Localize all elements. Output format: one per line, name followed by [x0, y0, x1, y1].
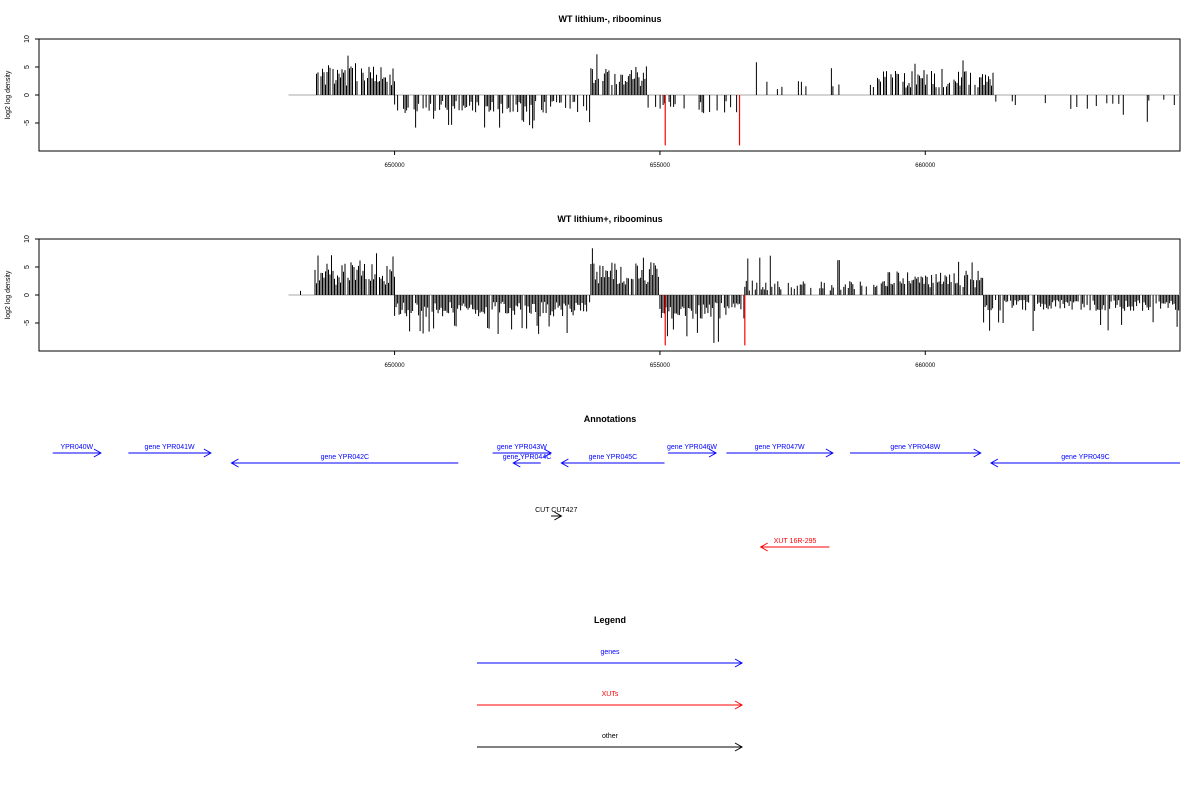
y-tick-label: -5: [24, 320, 31, 326]
feature-other: CUT CUT427: [535, 507, 577, 521]
feature-label: gene YPR042C: [321, 454, 370, 461]
arrowhead-icon: [734, 700, 744, 710]
x-tick-label: 655000: [650, 363, 671, 369]
y-axis: 10 5 0 -5: [24, 35, 39, 126]
arrowhead-icon: [203, 448, 212, 458]
feature-gene: gene YPR047W: [726, 444, 834, 458]
feature-gene: gene YPR048W: [850, 444, 982, 458]
feature-label: gene YPR046W: [667, 444, 717, 451]
density-bars: [288, 54, 1180, 146]
panel-lithium-plus: WT lithium+, riboominus log2 log density…: [5, 214, 1181, 369]
arrowhead-icon: [734, 742, 744, 752]
y-tick-label: 5: [24, 265, 31, 269]
panel-title: WT lithium+, riboominus: [557, 214, 662, 224]
y-tick-label: 0: [24, 293, 31, 297]
legend: Legend genes XUTs other: [477, 615, 744, 752]
arrowhead-icon: [543, 448, 553, 458]
legend-item: other: [477, 733, 744, 752]
legend-title: Legend: [594, 615, 626, 625]
y-tick-label: 10: [24, 235, 31, 243]
feature-gene: gene YPR041W: [128, 444, 212, 458]
density-bars: [288, 248, 1180, 346]
legend-item: genes: [477, 649, 744, 668]
y-axis-label: log2 log density: [5, 270, 12, 319]
y-axis: 10 5 0 -5: [24, 235, 39, 326]
arrowhead-icon: [734, 658, 744, 668]
feature-label: XUT 16R-295: [774, 538, 817, 545]
feature-gene: gene YPR044C: [503, 454, 552, 468]
arrowhead-icon: [512, 458, 521, 468]
y-tick-label: 10: [24, 35, 31, 43]
arrowhead-icon: [989, 458, 999, 468]
arrowhead-icon: [973, 448, 982, 458]
arrowhead-icon: [759, 542, 768, 552]
y-tick-label: 5: [24, 65, 31, 69]
feature-label: gene YPR041W: [145, 444, 195, 451]
arrowhead-icon: [230, 458, 239, 468]
feature-label: gene YPR049C: [1061, 454, 1110, 461]
x-tick-label: 660000: [915, 163, 936, 169]
y-tick-label: 0: [24, 93, 31, 97]
arrowhead-icon: [554, 511, 563, 521]
arrowhead-icon: [825, 448, 834, 458]
feature-label: gene YPR045C: [589, 454, 638, 461]
feature-gene: gene YPR049C: [989, 454, 1180, 468]
annotations-track: Annotations YPR040W gene YPR041W gene YPR0…: [52, 414, 1180, 552]
y-tick-label: -5: [24, 120, 31, 126]
legend-label: other: [602, 733, 619, 740]
feature-label: CUT CUT427: [535, 507, 577, 514]
feature-label: YPR040W: [60, 444, 93, 451]
feature-xut: XUT 16R-295: [759, 538, 830, 552]
arrowhead-icon: [560, 458, 569, 468]
feature-label: gene YPR048W: [890, 444, 940, 451]
panel-title: WT lithium-, riboominus: [559, 14, 662, 24]
feature-gene: gene YPR043W: [492, 444, 553, 458]
panel-lithium-minus: WT lithium-, riboominus log2 log density…: [5, 14, 1181, 169]
legend-label: XUTs: [602, 691, 619, 698]
arrowhead-icon: [708, 448, 718, 458]
feature-list: YPR040W gene YPR041W gene YPR042C gene YPR0…: [52, 444, 1180, 552]
x-tick-label: 660000: [915, 363, 936, 369]
feature-gene: gene YPR045C: [560, 454, 665, 468]
feature-label: gene YPR043W: [497, 444, 547, 451]
y-axis-label: log2 log density: [5, 70, 12, 119]
legend-label: genes: [600, 649, 620, 656]
feature-gene: YPR040W: [52, 444, 102, 458]
annotations-title: Annotations: [584, 414, 637, 424]
legend-items: genes XUTs other: [477, 649, 744, 752]
x-tick-label: 650000: [385, 163, 406, 169]
x-tick-label: 655000: [650, 163, 671, 169]
legend-item: XUTs: [477, 691, 744, 710]
x-axis: 650000 655000 660000: [385, 351, 936, 369]
feature-label: gene YPR044C: [503, 454, 552, 461]
x-axis: 650000 655000 660000: [385, 151, 936, 169]
feature-gene: gene YPR046W: [667, 444, 718, 458]
arrowhead-icon: [93, 448, 102, 458]
feature-label: gene YPR047W: [755, 444, 805, 451]
x-tick-label: 650000: [385, 363, 406, 369]
feature-gene: gene YPR042C: [230, 454, 459, 468]
